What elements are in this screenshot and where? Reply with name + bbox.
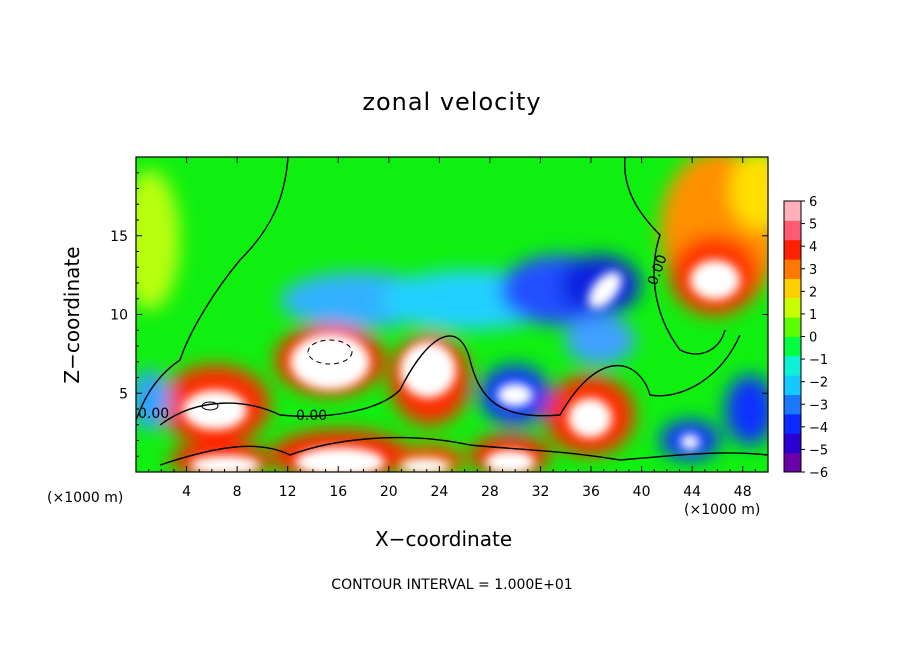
negative-contour-1	[307, 339, 353, 365]
contour-interval-note: CONTOUR INTERVAL = 1.000E+01	[331, 577, 573, 593]
colorbar-segment	[784, 317, 801, 337]
x-tick-label: 12	[279, 484, 297, 500]
zero-contour-3	[624, 157, 726, 355]
chart-title: zonal velocity	[362, 88, 542, 116]
colorbar-tick-label: −4	[809, 421, 828, 436]
zero-contour-4	[159, 436, 768, 466]
colorbar-segment	[784, 278, 801, 299]
x-unit-label-left: (×1000 m)	[47, 490, 124, 506]
velocity-field: 0.00 0.00 0.00	[136, 157, 768, 472]
colorbar-tick-label: 5	[809, 218, 817, 233]
x-tick-label: 28	[481, 484, 499, 500]
x-ticks: 4 8 12 16 20 24 28 32 36 40 44 48	[148, 157, 756, 500]
x-tick-label: 4	[182, 484, 191, 500]
x-tick-label: 24	[430, 484, 448, 500]
contour-label-2: 0.00	[138, 406, 169, 422]
contour-label-1: 0.00	[296, 408, 327, 424]
colorbar-segment	[784, 201, 801, 221]
x-tick-label: 16	[329, 484, 347, 500]
colorbar-segment	[784, 452, 801, 473]
y-ticks: 5 10 15	[110, 172, 768, 457]
x-tick-label: 36	[582, 484, 600, 500]
colorbar-tick-label: −1	[809, 353, 828, 368]
contour-small-1	[201, 401, 219, 411]
zero-contour-2	[159, 334, 741, 426]
colorbar-segment	[784, 297, 801, 318]
colorbar-tick-label: −3	[809, 398, 828, 413]
colorbar-tick-label: −5	[809, 443, 828, 458]
colorbar-tick-label: 3	[809, 263, 817, 278]
colorbar-segment	[784, 433, 801, 454]
colorbar-segment	[784, 259, 801, 279]
y-tick-label: 10	[110, 308, 128, 324]
colorbar-segment	[784, 355, 801, 376]
x-tick-label: 20	[380, 484, 398, 500]
x-axis-label: X−coordinate	[375, 527, 513, 551]
colorbar-tick-label: 6	[809, 195, 817, 210]
colorbar-segment	[784, 413, 801, 434]
x-tick-label: 8	[233, 484, 242, 500]
colorbar-segment	[784, 394, 801, 415]
zero-contour-1	[136, 157, 289, 421]
colorbar-segment	[784, 336, 801, 357]
colorbar-tick-label: 0	[809, 331, 817, 346]
x-tick-label: 40	[633, 484, 651, 500]
y-tick-label: 15	[110, 229, 128, 245]
colorbar-segment	[784, 375, 801, 396]
colorbar-segment	[784, 220, 801, 241]
colorbar-tick-label: 2	[809, 285, 817, 300]
x-tick-label: 44	[683, 484, 701, 500]
colorbar-tick-label: −6	[809, 466, 828, 481]
colorbar: 6 5 4 3 2 1 0 −1 −2 −3 −4 −5 −6	[783, 195, 828, 481]
colorbar-tick-label: −2	[809, 376, 828, 391]
colorbar-segment	[784, 239, 801, 260]
colorbar-tick-label: 4	[809, 240, 817, 255]
x-unit-label-right: (×1000 m)	[684, 502, 761, 518]
y-tick-label: 5	[119, 386, 128, 402]
x-tick-label: 32	[532, 484, 550, 500]
x-tick-label: 48	[734, 484, 752, 500]
colorbar-tick-label: 1	[809, 308, 817, 323]
